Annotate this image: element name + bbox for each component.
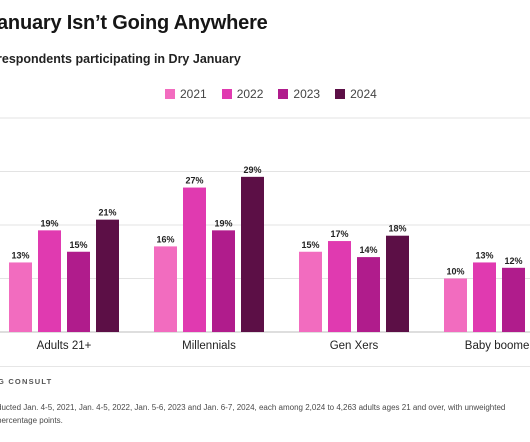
data-label: 15%	[301, 240, 319, 250]
bar-2022-baby-boomer	[473, 262, 496, 332]
bar-2021-baby-boomer	[444, 278, 467, 332]
methodology-note: ducted Jan. 4-5, 2021, Jan. 4-5, 2022, J…	[0, 401, 530, 427]
data-label: 10%	[446, 267, 464, 277]
legend-swatch-2021	[165, 89, 175, 99]
bar-2023-millennials	[212, 230, 235, 332]
legend-label-2024: 2024	[350, 87, 377, 101]
legend-swatch-2024	[335, 89, 346, 99]
bar-2021-millennials	[154, 246, 177, 332]
bar-2023-gen-xers	[357, 257, 380, 332]
bar-2021-gen-xers	[299, 251, 322, 332]
legend-swatch-2023	[278, 89, 289, 99]
bar-2021-adults-21-	[9, 262, 32, 332]
footer-divider	[0, 366, 530, 367]
category-label: Gen Xers	[330, 340, 379, 352]
legend-label-2022: 2022	[236, 87, 264, 101]
data-label: 12%	[504, 256, 522, 266]
data-label: 13%	[475, 250, 493, 260]
legend-label-2023: 2023	[293, 87, 321, 101]
bar-2022-millennials	[183, 187, 206, 332]
data-label: 19%	[214, 218, 232, 228]
data-label: 18%	[388, 224, 406, 234]
legend-item-2022: 2022	[221, 87, 264, 101]
methodology-note-line-1: ducted Jan. 4-5, 2021, Jan. 4-5, 2022, J…	[0, 403, 506, 412]
data-label: 21%	[98, 208, 116, 218]
data-label: 15%	[69, 240, 87, 250]
data-label: 29%	[243, 165, 261, 175]
chart-title: anuary Isn’t Going Anywhere	[0, 12, 268, 34]
data-label: 16%	[156, 234, 174, 244]
legend-item-2024: 2024	[335, 87, 377, 101]
data-label: 27%	[185, 176, 203, 186]
legend: 2021 2022 2023 2024	[165, 87, 392, 101]
legend-label-2021: 2021	[180, 87, 207, 101]
chart-subtitle: respondents participating in Dry January	[0, 52, 241, 66]
bar-2022-adults-21-	[38, 230, 61, 332]
methodology-note-line-2: percentage points.	[0, 416, 63, 425]
bar-2022-gen-xers	[328, 241, 351, 332]
legend-item-2021: 2021	[165, 87, 207, 101]
bar-2024-millennials	[241, 176, 264, 332]
data-label: 14%	[359, 245, 377, 255]
bar-2024-gen-xers	[386, 235, 409, 332]
bar-2023-baby-boomer	[502, 267, 525, 332]
data-label: 19%	[40, 218, 58, 228]
brand-logo: G CONSULT	[0, 377, 53, 386]
bar-2024-adults-21-	[96, 219, 119, 332]
bar-chart: 13% 19% 15% 21% Adults 21+ 16% 27% 19% 29% Millen…	[0, 117, 530, 352]
bar-2023-adults-21-	[67, 251, 90, 332]
legend-swatch-2022	[221, 89, 232, 99]
category-label: Baby boomer	[465, 340, 530, 352]
data-label: 13%	[11, 250, 29, 260]
category-label: Millennials	[182, 340, 236, 352]
legend-item-2023: 2023	[278, 87, 320, 101]
data-label: 17%	[330, 229, 348, 239]
category-label: Adults 21+	[37, 340, 92, 352]
